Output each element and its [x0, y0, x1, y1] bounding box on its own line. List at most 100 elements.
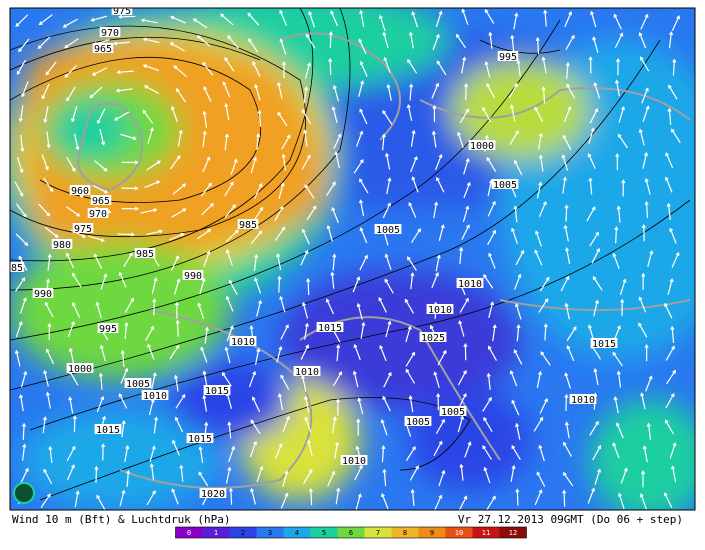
wind-arrow [336, 344, 341, 362]
colorbar-swatch [283, 527, 311, 538]
isobar-label: 1015 [94, 424, 122, 436]
wind-arrow [256, 465, 264, 483]
wind-arrow [385, 320, 392, 338]
wind-arrow [487, 229, 496, 246]
wind-arrow [15, 203, 27, 218]
wind-arrow [436, 392, 441, 411]
wind-arrow [250, 230, 263, 244]
wind-arrow [44, 226, 59, 238]
wind-arrow [665, 345, 675, 361]
wind-arrow [514, 273, 522, 290]
wind-arrow [615, 153, 620, 171]
wind-arrow [590, 10, 597, 28]
wind-arrow [613, 396, 619, 414]
wind-arrow [492, 324, 497, 342]
colorbar-swatch [472, 527, 500, 538]
wind-arrow [16, 156, 24, 174]
wind-arrow [561, 154, 569, 171]
wind-arrow [121, 419, 126, 438]
wind-arrow [434, 494, 443, 510]
wind-arrow [306, 277, 311, 296]
wind-arrow [410, 155, 418, 173]
wind-arrow [488, 252, 496, 269]
wind-arrow [47, 322, 52, 341]
wind-arrow [168, 232, 185, 241]
wind-arrow [277, 111, 288, 127]
wind-arrow [202, 61, 214, 76]
wind-arrow [306, 205, 317, 221]
isobar-label-bg [468, 140, 496, 150]
wind-arrow [541, 56, 547, 74]
wind-arrow [644, 344, 649, 362]
wind-arrow [408, 395, 414, 413]
wind-arrow [93, 253, 103, 269]
wind-arrow [304, 416, 312, 433]
wind-arrow [281, 134, 291, 150]
wind-arrow [435, 10, 443, 28]
wind-arrow [464, 441, 472, 458]
wind-arrow [151, 277, 158, 294]
wind-arrow [486, 83, 496, 99]
wind-arrow [15, 320, 23, 338]
wind-arrow [647, 250, 654, 267]
isobar-label: 1000 [468, 140, 496, 152]
isobar-label: 1010 [141, 390, 169, 402]
wind-arrow [380, 419, 388, 436]
wind-arrow [513, 159, 523, 176]
wind-arrow [588, 177, 593, 195]
wind-arrow [100, 273, 108, 290]
wind-arrow [612, 442, 620, 459]
colorbar-tick-label: 10 [455, 529, 463, 537]
isobar-label-bg [72, 223, 94, 233]
wind-arrow [171, 208, 187, 218]
wind-arrow [304, 62, 312, 79]
wind-arrow [353, 158, 364, 174]
wind-arrow [230, 158, 238, 175]
wind-arrow [65, 252, 75, 269]
isobar-label-text: 1005 [376, 225, 400, 236]
wind-arrow [169, 344, 180, 360]
wind-arrow [612, 351, 623, 367]
wind-arrow [617, 492, 625, 510]
isobar-label-bg [237, 219, 259, 229]
isobar-label-bg [90, 195, 112, 205]
wind-arrow [641, 224, 646, 242]
wind-arrow [482, 445, 493, 460]
wind-arrow [534, 230, 542, 247]
wind-arrow [62, 18, 78, 28]
isobar-label: 980 [51, 239, 73, 251]
isobar-label-bg [340, 455, 368, 465]
wind-arrow [383, 371, 392, 388]
wind-arrow [404, 298, 415, 314]
wind-arrow [67, 464, 75, 481]
isobar-label: 85 [10, 262, 25, 274]
wind-arrow [95, 301, 102, 319]
wind-arrow [459, 108, 469, 124]
wind-arrow [438, 224, 445, 241]
wind-arrow [463, 181, 471, 199]
wind-arrow [89, 86, 103, 99]
map-frame [9, 7, 696, 511]
wind-arrow [248, 370, 257, 388]
wind-arrow [257, 109, 262, 127]
wind-arrow [169, 155, 181, 170]
wind-arrow [358, 80, 365, 97]
wind-arrow [170, 105, 178, 123]
wind-arrow [668, 31, 674, 49]
wind-arrow [335, 487, 341, 505]
wind-arrow [382, 31, 389, 49]
wind-arrow [668, 84, 678, 100]
wind-arrow [435, 418, 445, 435]
wind-arrow [409, 83, 414, 101]
wind-arrow [566, 344, 575, 362]
isobar-label-text: 985 [239, 220, 257, 231]
isobar-label: 1005 [491, 179, 519, 191]
wind-arrow [664, 419, 675, 435]
wind-arrow [613, 13, 622, 30]
wind-arrow [93, 160, 108, 172]
isobar-label-bg [439, 406, 467, 416]
wind-arrow [593, 299, 599, 317]
wind-arrow [405, 325, 412, 343]
wind-arrow [200, 182, 212, 197]
isobar-label-text: 1025 [421, 333, 445, 344]
